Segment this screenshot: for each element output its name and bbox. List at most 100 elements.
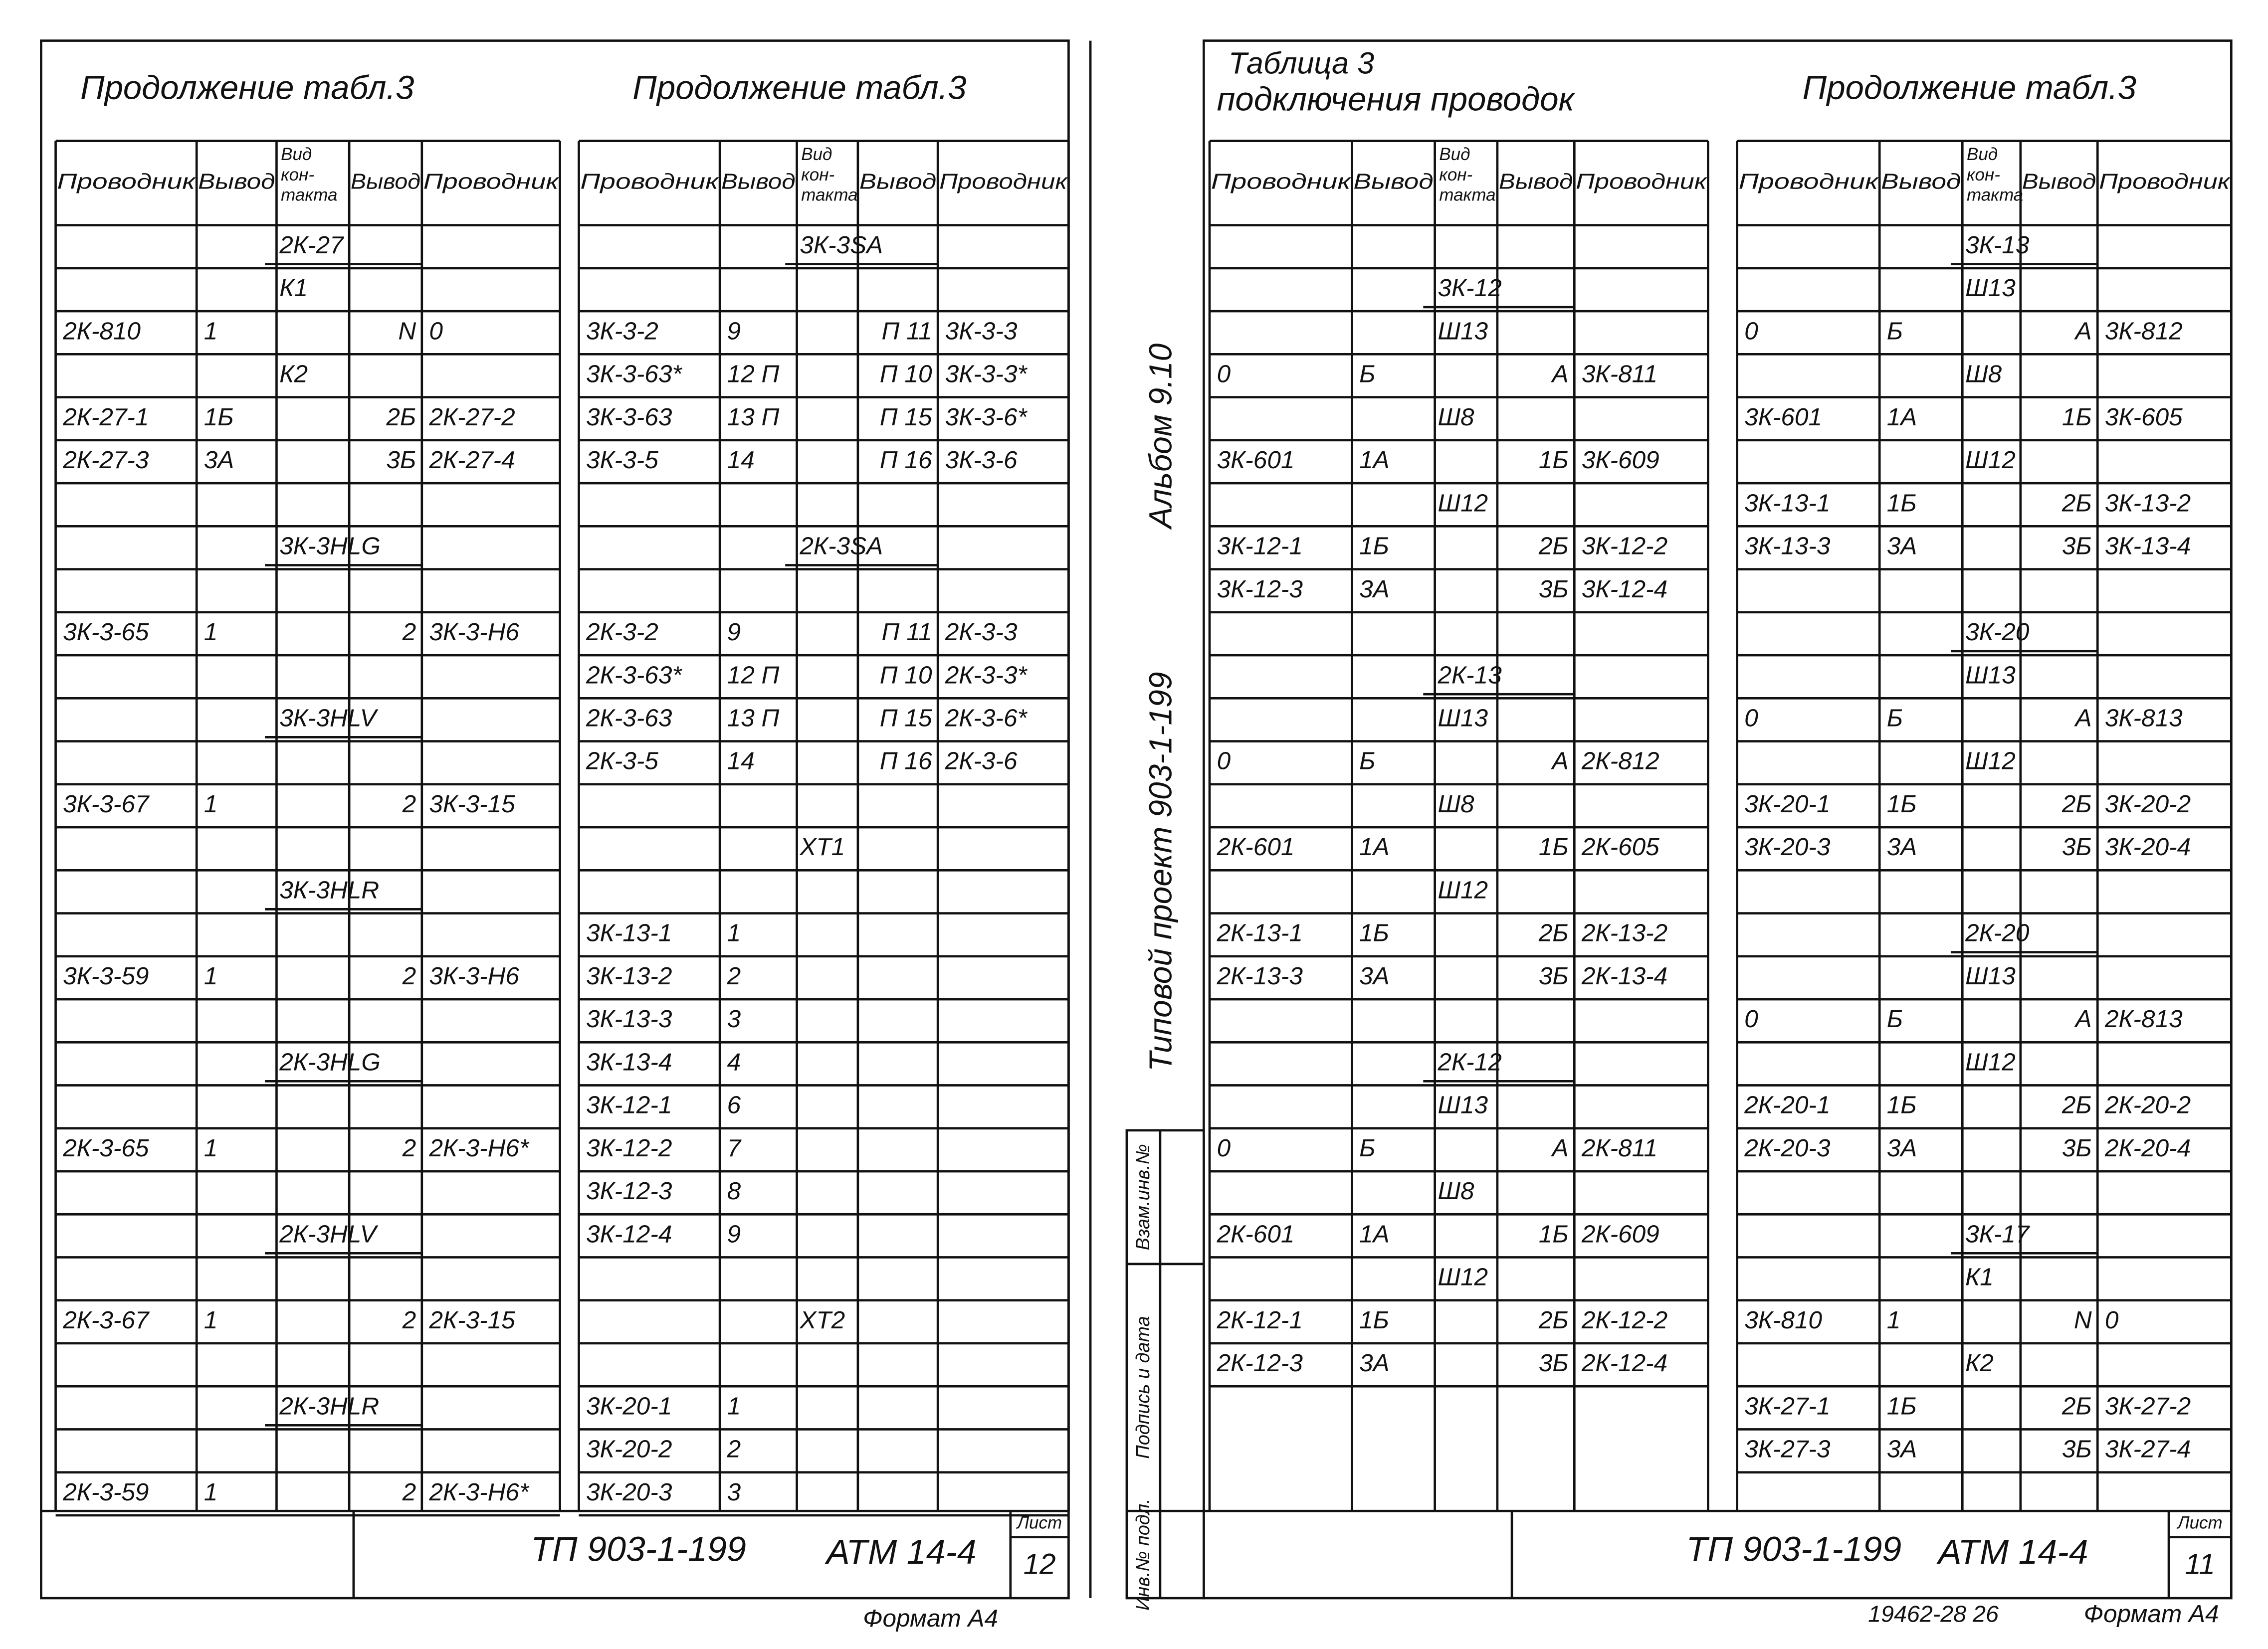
contact-cell: Ш13 bbox=[1965, 962, 2016, 990]
cell: 2Б bbox=[1538, 533, 1569, 560]
cell: 3К-810 bbox=[1744, 1306, 1822, 1334]
cell: 2 bbox=[402, 618, 416, 646]
cell: 0 bbox=[2105, 1306, 2119, 1334]
cell: 1А bbox=[1359, 1220, 1390, 1248]
cell: 2К-601 bbox=[1217, 1220, 1295, 1248]
header-cell: Вид bbox=[1439, 145, 1470, 164]
cell: 2К-12-3 bbox=[1217, 1349, 1303, 1377]
document-code: АТМ 14-4 bbox=[825, 1532, 977, 1571]
archive-number: 19462-28 26 bbox=[1868, 1601, 1999, 1627]
contact-cell: К1 bbox=[1965, 1264, 1994, 1291]
cell: 3К-3-6* bbox=[945, 403, 1028, 431]
cell: 1Б bbox=[1887, 489, 1917, 517]
cell: 3К-3-3* bbox=[945, 361, 1028, 388]
contact-cell: 2К-3SA bbox=[799, 533, 883, 560]
cell: 0 bbox=[1217, 361, 1231, 388]
cell: 6 bbox=[727, 1092, 741, 1119]
contact-cell: Ш8 bbox=[1438, 790, 1474, 818]
cell: 3К-13-2 bbox=[2105, 489, 2191, 517]
cell: 9 bbox=[727, 317, 741, 345]
cell: 3А bbox=[1359, 962, 1390, 990]
header-cell: Вывод bbox=[859, 170, 936, 194]
cell: 3Б bbox=[2062, 1436, 2092, 1463]
contact-cell: ХТ2 bbox=[799, 1306, 845, 1334]
cell: 3К-13-3 bbox=[1744, 533, 1831, 560]
cell: 2К-13-2 bbox=[1581, 919, 1667, 947]
cell: 3К-3-59 bbox=[63, 962, 149, 990]
sheet-label: Лист bbox=[1016, 1513, 1062, 1533]
header-cell: Вывод bbox=[1881, 170, 1961, 194]
cell: 3К-601 bbox=[1744, 403, 1822, 431]
cell: Б bbox=[1359, 747, 1375, 775]
cell: 14 bbox=[727, 446, 755, 474]
cell: 2К-3-67 bbox=[62, 1306, 150, 1334]
cell: 2К-601 bbox=[1217, 833, 1295, 861]
header-cell: Вывод bbox=[1499, 170, 1573, 194]
sheet-label: Лист bbox=[2177, 1513, 2223, 1533]
cell: 2 bbox=[402, 1134, 416, 1162]
cell: 2К-3-65 bbox=[62, 1134, 149, 1162]
contact-cell: 2К-13 bbox=[1437, 661, 1502, 689]
cell: 3К-812 bbox=[2105, 317, 2183, 345]
cell: 3К-813 bbox=[2105, 705, 2183, 732]
cell: 2Б bbox=[2062, 1092, 2092, 1119]
header-cell: такта bbox=[1967, 185, 2023, 205]
cell: 1Б bbox=[2062, 403, 2092, 431]
header-cell: кон- bbox=[801, 165, 834, 184]
cell: Б bbox=[1359, 1134, 1375, 1162]
cell: 2К-20-3 bbox=[1744, 1134, 1831, 1162]
cell: 2К-3-Н6* bbox=[428, 1134, 530, 1162]
cell: 3К-3-6 bbox=[945, 446, 1018, 474]
cell: 1 bbox=[204, 1306, 218, 1334]
header-cell: Вывод bbox=[351, 170, 420, 194]
cell: 1 bbox=[204, 1478, 218, 1506]
cell: 3Б bbox=[1539, 575, 1569, 603]
cell: 3 bbox=[727, 1005, 741, 1033]
header-cell: Вывод bbox=[1353, 170, 1433, 194]
cell: 2К-20-2 bbox=[2104, 1092, 2191, 1119]
cell: 2К-3-5 bbox=[586, 747, 658, 775]
table-title: Продолжение табл.3 bbox=[1803, 69, 2136, 106]
stamp-label: Взам.инв.№ bbox=[1133, 1144, 1154, 1250]
cell: 3К-20-2 bbox=[2105, 790, 2191, 818]
cell: 1 bbox=[727, 919, 741, 947]
cell: П 11 bbox=[881, 317, 932, 345]
cell: 0 bbox=[1744, 317, 1758, 345]
cell: 3К-3-Н6 bbox=[429, 962, 519, 990]
cell: 3А bbox=[1359, 575, 1390, 603]
cell: 2К-811 bbox=[1581, 1134, 1657, 1162]
cell: 3К-13-3 bbox=[586, 1005, 672, 1033]
header-cell: Вывод bbox=[2022, 170, 2096, 194]
cell: 3А bbox=[1359, 1349, 1390, 1377]
cell: 3А bbox=[1887, 533, 1917, 560]
cell: 3К-3-63* bbox=[586, 361, 682, 388]
cell: 2 bbox=[402, 1306, 416, 1334]
cell: 1Б bbox=[1359, 533, 1389, 560]
cell: 0 bbox=[1744, 1005, 1758, 1033]
cell: Б bbox=[1359, 361, 1375, 388]
cell: 2Б bbox=[1538, 1306, 1569, 1334]
cell: П 15 bbox=[880, 403, 932, 431]
cell: 3К-12-4 bbox=[586, 1220, 672, 1248]
cell: 1А bbox=[1887, 403, 1917, 431]
cell: 3К-13-4 bbox=[586, 1048, 672, 1076]
cell: 3К-20-3 bbox=[586, 1478, 672, 1506]
cell: Б bbox=[1887, 1005, 1903, 1033]
cell: 2К-20-1 bbox=[1744, 1092, 1830, 1119]
contact-cell: Ш8 bbox=[1438, 403, 1474, 431]
contact-cell: 3К-3HLV bbox=[279, 705, 378, 732]
cell: 2К-20-4 bbox=[2104, 1134, 2191, 1162]
cell: 1 bbox=[1887, 1306, 1901, 1334]
table-title: Продолжение табл.3 bbox=[80, 69, 414, 106]
contact-cell: К1 bbox=[279, 274, 308, 302]
cell: 2К-3-Н6* bbox=[428, 1478, 530, 1506]
table-title: Продолжение табл.3 bbox=[632, 69, 966, 106]
cell: 1Б bbox=[1887, 790, 1917, 818]
cell: 3К-20-1 bbox=[586, 1392, 672, 1420]
cell: 0 bbox=[1744, 705, 1758, 732]
cell: 3К-609 bbox=[1582, 446, 1659, 474]
cell: 3К-3-15 bbox=[429, 790, 515, 818]
header-cell: Вид bbox=[801, 145, 832, 164]
header-cell: Проводник bbox=[1211, 170, 1352, 194]
